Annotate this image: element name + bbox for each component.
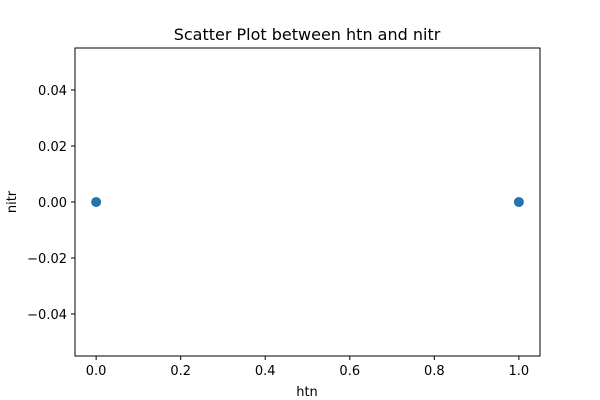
x-axis-label: htn: [296, 385, 318, 400]
scatter-point: [513, 197, 524, 207]
scatter-point: [91, 197, 102, 207]
y-tick-label: 0.04: [38, 84, 67, 99]
x-tick-label: 0.2: [170, 364, 191, 379]
x-tick-label: 1.0: [509, 364, 530, 379]
scatter-points: [91, 197, 524, 207]
y-axis-label: nitr: [5, 190, 20, 213]
x-tick-label: 0.0: [86, 364, 107, 379]
chart-title: Scatter Plot between htn and nitr: [174, 25, 441, 44]
y-tick-label: −0.02: [27, 252, 67, 267]
y-tick-label: 0.00: [38, 196, 67, 211]
axes-frame: [74, 47, 541, 357]
y-tick-label: −0.04: [27, 308, 67, 323]
plot-area: [74, 47, 541, 357]
y-tick-label: 0.02: [38, 140, 67, 155]
x-tick-label: 0.4: [255, 364, 276, 379]
x-axis: 0.0 0.2 0.4 0.6 0.8 1.0: [86, 356, 529, 379]
x-tick-label: 0.8: [424, 364, 445, 379]
x-tick-label: 0.6: [339, 364, 360, 379]
y-axis: −0.04 −0.02 0.00 0.02 0.04: [27, 84, 75, 323]
